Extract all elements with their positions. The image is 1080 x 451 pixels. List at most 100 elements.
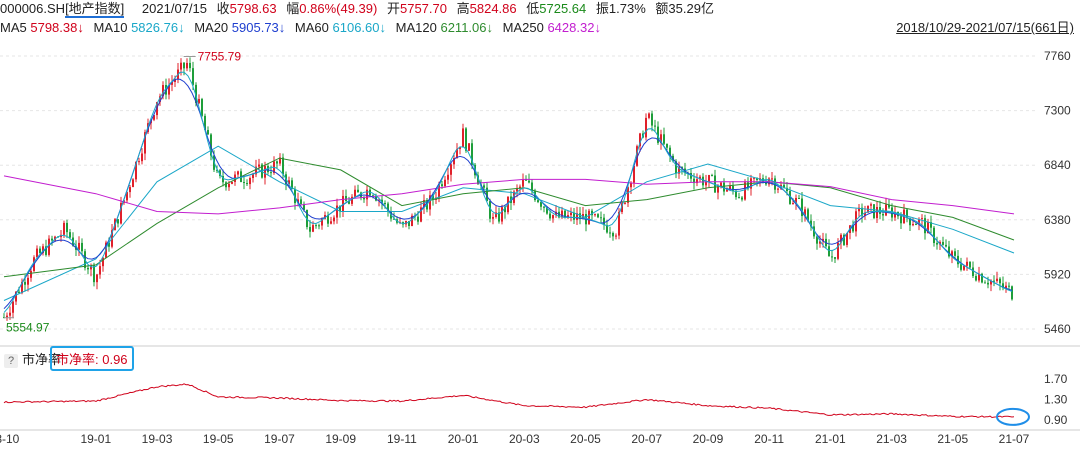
candle-body xyxy=(309,227,311,232)
help-icon[interactable]: ? xyxy=(4,354,18,368)
candle-body xyxy=(1011,286,1013,300)
candle-body xyxy=(984,282,986,284)
candle-body xyxy=(861,207,863,216)
date-range-selector[interactable]: 2018/10/29-2021/07/15(661日) xyxy=(896,20,1074,35)
candle-body xyxy=(522,179,524,187)
pb-tick-label: 0.90 xyxy=(1044,413,1068,427)
price-tick-label: 7760 xyxy=(1044,49,1071,63)
candle-body xyxy=(1008,285,1010,287)
candle-body xyxy=(912,224,914,226)
candle-body xyxy=(267,165,269,173)
candle-body xyxy=(795,197,797,204)
candle-body xyxy=(258,164,260,167)
pb-highlight-circle xyxy=(996,407,1030,426)
candle-body xyxy=(447,174,449,180)
candle-body xyxy=(573,212,575,220)
candle-body xyxy=(270,172,272,174)
candle-body xyxy=(477,175,479,185)
time-tick-label: 19-05 xyxy=(203,432,234,446)
candle-body xyxy=(327,215,329,224)
candle-body xyxy=(909,218,911,226)
candle-body xyxy=(801,198,803,217)
candle-body xyxy=(831,256,833,258)
candle-body xyxy=(249,178,251,185)
candle-body xyxy=(186,62,188,69)
candle-body xyxy=(543,206,545,208)
moving-averages xyxy=(3,71,1015,313)
candle-body xyxy=(99,266,101,275)
annotations: 7755.79 5554.97 xyxy=(4,49,241,335)
change-label: 幅 xyxy=(286,1,300,16)
candle-body xyxy=(729,185,731,190)
candle-body xyxy=(108,242,110,247)
candle-body xyxy=(192,68,194,85)
candle-body xyxy=(429,195,431,210)
candle-body xyxy=(78,242,80,250)
price-tick-label: 7300 xyxy=(1044,104,1071,118)
candle-body xyxy=(828,246,830,257)
candle-body xyxy=(588,210,590,225)
time-tick-label: 20-01 xyxy=(448,432,479,446)
candle-body xyxy=(600,217,602,219)
low-label: 低 xyxy=(526,1,540,16)
candle-body xyxy=(579,213,581,220)
candle-body xyxy=(153,115,155,120)
ma10-value: 5826.76↓ xyxy=(131,20,185,35)
candle-body xyxy=(906,209,908,219)
candle-body xyxy=(321,218,323,226)
candle-body xyxy=(198,99,200,104)
candle-body xyxy=(549,213,551,219)
candle-body xyxy=(999,278,1001,284)
candle-body xyxy=(120,202,122,224)
candle-body xyxy=(318,225,320,227)
candle-body xyxy=(15,291,17,302)
ma20-value: 5905.73↓ xyxy=(231,20,286,35)
candle-body xyxy=(168,84,170,95)
candle-body xyxy=(978,273,980,281)
candle-body xyxy=(9,312,11,316)
candle-body xyxy=(495,212,497,218)
candle-body xyxy=(894,212,896,218)
ma5-label: MA5 xyxy=(0,20,27,35)
candle-body xyxy=(483,185,485,188)
candle-body xyxy=(465,128,467,151)
candle-body xyxy=(639,133,641,147)
candle-body xyxy=(726,189,728,192)
candle-body xyxy=(777,188,779,190)
candle-body xyxy=(804,209,806,217)
candle-body xyxy=(207,130,209,135)
candle-body xyxy=(279,157,281,164)
candle-body xyxy=(393,218,395,220)
candle-body xyxy=(981,273,983,283)
ma250-value: 6428.32↓ xyxy=(547,20,601,35)
candle-body xyxy=(459,147,461,150)
candle-body xyxy=(648,113,650,118)
candle-body xyxy=(576,213,578,220)
candle-body xyxy=(819,241,821,244)
candle-body xyxy=(735,190,737,198)
candle-body xyxy=(723,182,725,192)
index-name[interactable]: [地产指数] xyxy=(65,1,125,18)
candle-body xyxy=(132,179,134,188)
candle-body xyxy=(384,202,386,204)
pb-tick-label: 1.70 xyxy=(1044,372,1068,386)
candle-body xyxy=(990,280,992,285)
candle-body xyxy=(696,179,698,184)
ma-line-ma60 xyxy=(3,145,1015,301)
ma20-label: MA20 xyxy=(194,20,229,35)
candle-body xyxy=(951,251,953,257)
candle-body xyxy=(654,125,656,127)
candle-body xyxy=(36,248,38,258)
candle-body xyxy=(204,115,206,131)
time-tick-label: 21-03 xyxy=(876,432,907,446)
candle-body xyxy=(300,199,302,204)
candle-body xyxy=(606,225,608,233)
candle-body xyxy=(618,212,620,236)
open-value: 5757.70 xyxy=(399,1,447,16)
time-tick-label: 20-05 xyxy=(570,432,601,446)
candle-body xyxy=(783,184,785,188)
candle-body xyxy=(486,187,488,202)
candle-body xyxy=(945,244,947,247)
candle-body xyxy=(246,183,248,185)
time-tick-label: 21-01 xyxy=(815,432,846,446)
